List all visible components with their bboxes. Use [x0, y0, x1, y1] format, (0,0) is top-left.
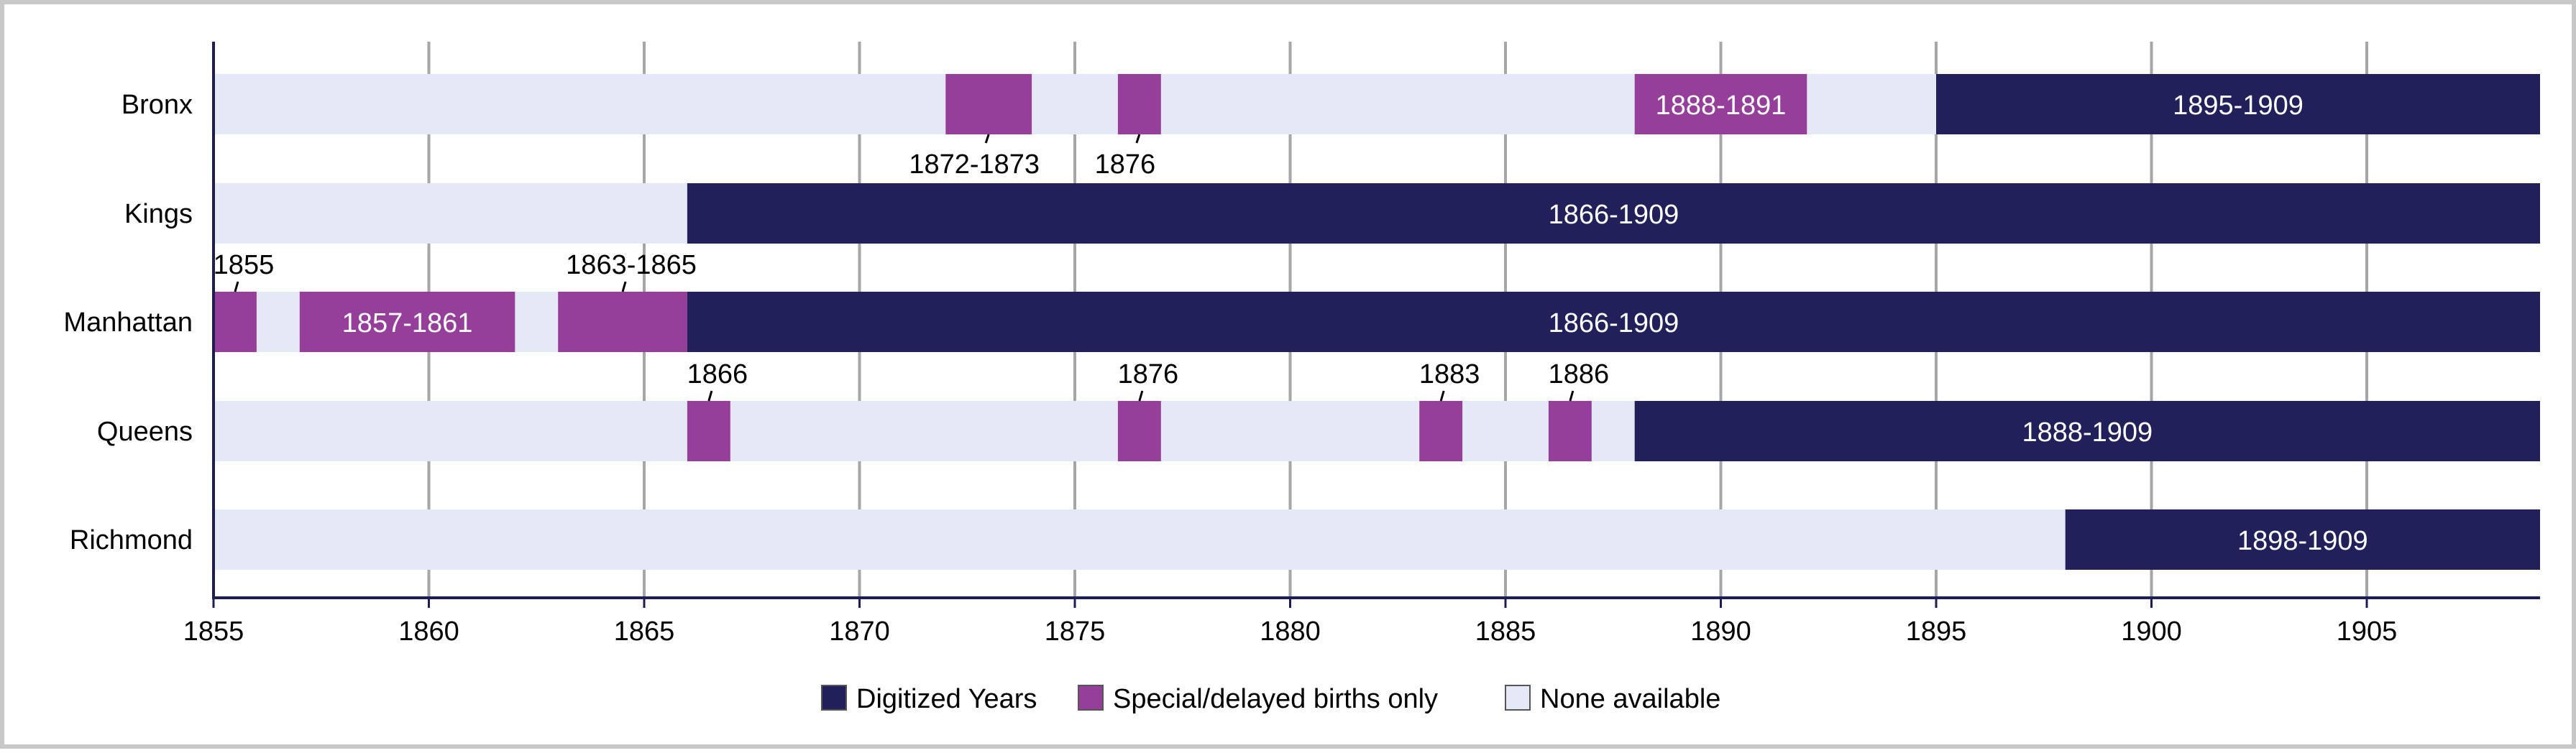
- x-tick-label: 1890: [1690, 616, 1751, 647]
- callout-line: [984, 134, 990, 144]
- segment-label: 1888-1891: [1656, 91, 1787, 121]
- bar-segment: [214, 292, 257, 352]
- segment-label: 1866-1909: [1549, 200, 1679, 230]
- y-category-label: Richmond: [70, 525, 193, 555]
- callout-line: [1439, 390, 1445, 402]
- y-category-label: Manhattan: [63, 308, 193, 338]
- x-tick-label: 1905: [2337, 616, 2398, 647]
- bar-segment: [1117, 74, 1161, 134]
- segment-label: 1888-1909: [2022, 417, 2153, 448]
- bar-segment: [1634, 74, 1807, 134]
- callout-line: [1569, 390, 1575, 402]
- bar-labels: 1872-1873 1876 1888-1891 1895-1909 1866-1909…: [214, 91, 2368, 556]
- callout-label: 1876: [1118, 359, 1179, 389]
- bar-segment: [687, 183, 2541, 244]
- legend-swatch: [1505, 685, 1531, 711]
- x-tick-label: 1860: [398, 616, 459, 647]
- callout-label: 1872-1873: [909, 149, 1040, 180]
- callout-label: 1883: [1419, 359, 1480, 389]
- legend-swatch: [1078, 685, 1104, 711]
- bar-segment: [687, 292, 2541, 352]
- x-tick-label: 1870: [829, 616, 890, 647]
- bar-segment: [1936, 74, 2540, 134]
- bar-segment: [1634, 401, 2540, 461]
- x-tick-label: 1875: [1045, 616, 1106, 647]
- callout-label: 1866: [687, 359, 748, 389]
- segment-label: 1857-1861: [342, 308, 473, 338]
- bar-segment: [1117, 401, 1161, 461]
- callout-line: [1135, 134, 1141, 144]
- timeline-chart: 1872-1873 1876 1888-1891 1895-1909 1866-1909…: [63, 42, 2541, 714]
- segment-label: 1898-1909: [2237, 526, 2368, 556]
- bar-segment: [299, 292, 515, 352]
- callout-line: [1138, 390, 1144, 402]
- callout-line: [707, 390, 713, 402]
- callout-label: 1876: [1095, 149, 1156, 180]
- bar-segment: [1419, 401, 1463, 461]
- y-category-label: Kings: [124, 199, 193, 229]
- legend-label: None available: [1540, 684, 1720, 714]
- bar-segment: [945, 74, 1032, 134]
- x-tick-label: 1895: [1906, 616, 1967, 647]
- callout-line: [234, 281, 239, 292]
- y-category-label: Bronx: [122, 90, 193, 120]
- x-tick-label: 1885: [1475, 616, 1536, 647]
- legend-label: Special/delayed births only: [1113, 684, 1438, 714]
- y-category-label: Queens: [97, 417, 193, 447]
- legend: Digitized Years Special/delayed births on…: [821, 684, 1720, 714]
- callout-label: 1855: [214, 250, 275, 280]
- callout-label: 1863-1865: [566, 250, 697, 280]
- x-tick-label: 1855: [183, 616, 244, 647]
- x-tick-label: 1880: [1260, 616, 1321, 647]
- bar-segment: [558, 292, 687, 352]
- legend-swatch: [821, 685, 847, 711]
- bar-segment: [1548, 401, 1592, 461]
- callout-label: 1886: [1549, 359, 1610, 389]
- x-tick-label: 1900: [2121, 616, 2182, 647]
- bar-segment: [2065, 509, 2540, 570]
- segment-label: 1895-1909: [2173, 91, 2304, 121]
- callout-line: [621, 281, 627, 292]
- legend-label: Digitized Years: [856, 684, 1037, 714]
- x-tick-label: 1865: [614, 616, 675, 647]
- segment-label: 1866-1909: [1549, 308, 1679, 338]
- bar-segment: [687, 401, 730, 461]
- axes: 1855 1860 1865 1870 1875 1880 1885 1890 1895 1900…: [63, 42, 2540, 647]
- bars: [214, 74, 2541, 570]
